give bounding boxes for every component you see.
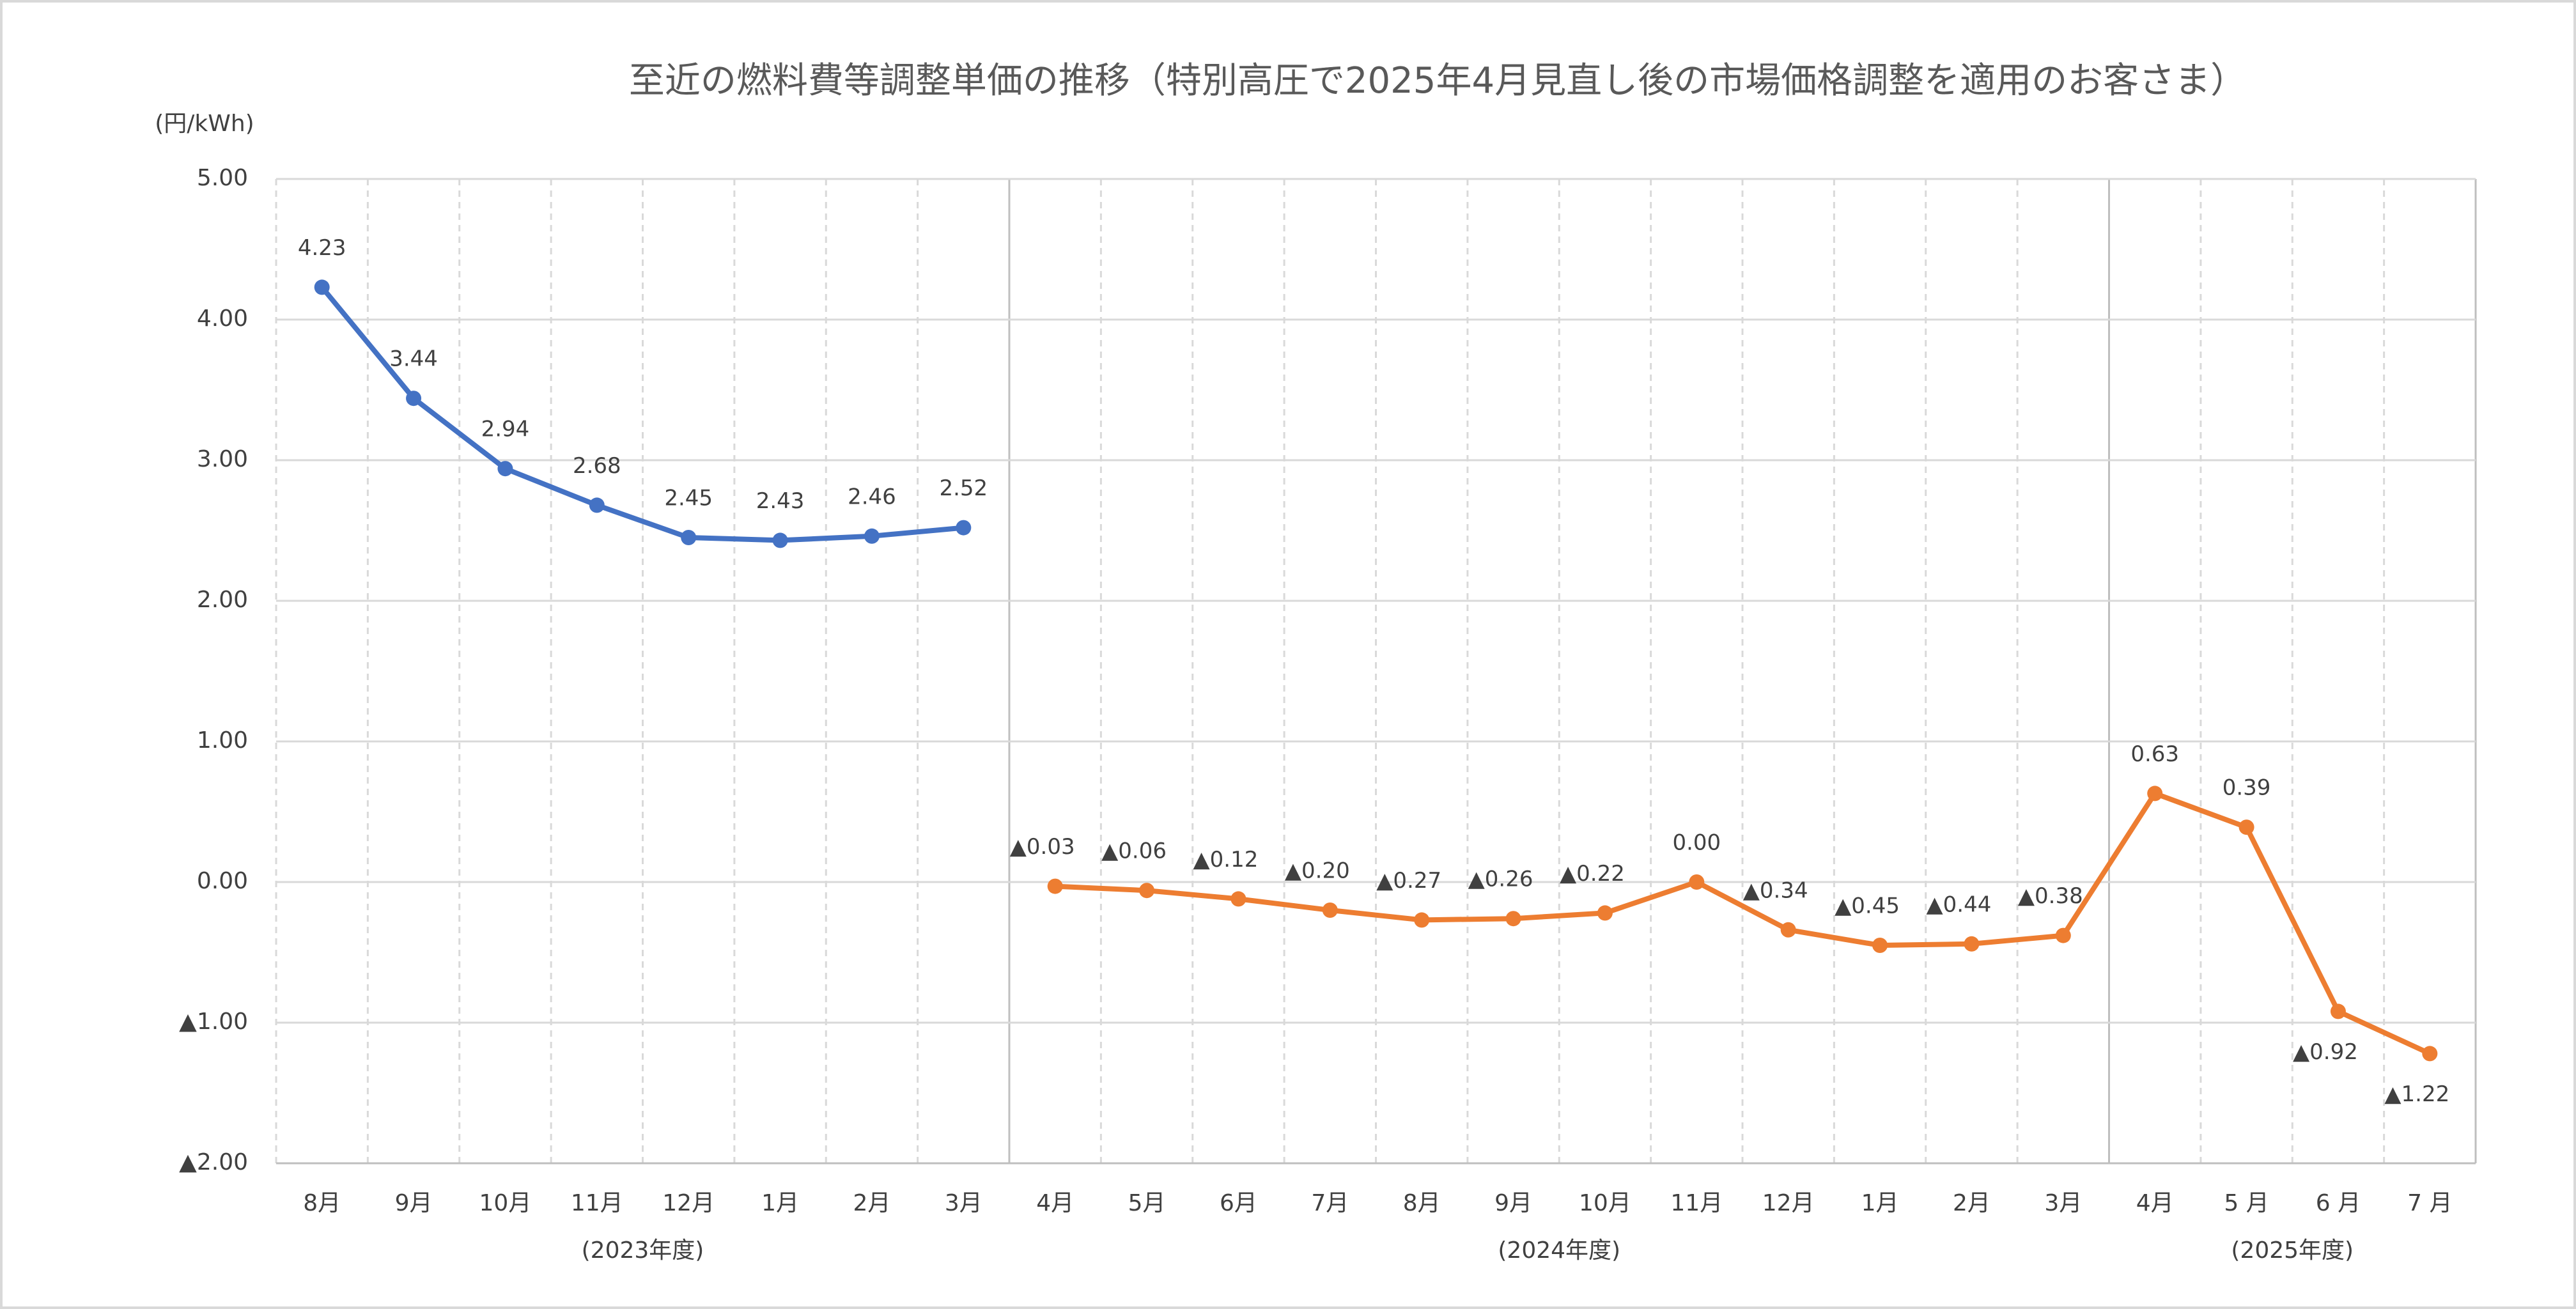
point	[2238, 819, 2254, 835]
data-label: ▲0.03	[1010, 834, 1075, 860]
data-label: 0.39	[2223, 775, 2271, 801]
data-label: ▲0.22	[1560, 861, 1625, 887]
data-label: ▲1.22	[2384, 1081, 2449, 1107]
y-tick-label: 0.00	[197, 868, 248, 894]
x-tick-label: 11月	[571, 1190, 623, 1216]
data-label: ▲0.45	[1835, 894, 1900, 919]
x-tick-label: 3月	[2044, 1190, 2082, 1216]
point	[1780, 922, 1796, 938]
x-tick-label: 9月	[1494, 1190, 1532, 1216]
y-tick-label: 3.00	[197, 446, 248, 472]
data-label: 2.45	[664, 486, 713, 511]
x-tick-label: 7 月	[2407, 1190, 2452, 1216]
x-tick-label: 2月	[853, 1190, 890, 1216]
x-tick-label: 11月	[1670, 1190, 1723, 1216]
point	[1964, 936, 1980, 952]
data-label: 2.94	[481, 417, 530, 442]
x-tick-label: 8月	[1403, 1190, 1441, 1216]
data-label: 2.43	[756, 488, 805, 514]
data-label: ▲0.34	[1743, 878, 1808, 903]
x-tick-label: 1月	[1861, 1190, 1899, 1216]
data-label: 2.68	[573, 453, 621, 479]
x-tick-label: 6月	[1220, 1190, 1257, 1216]
point	[2147, 786, 2163, 802]
x-tick-label: 9月	[395, 1190, 433, 1216]
series-line	[320, 285, 964, 543]
point	[2055, 927, 2071, 943]
data-label: 0.00	[1672, 830, 1721, 856]
data-label: ▲0.12	[1193, 847, 1259, 872]
point	[681, 530, 697, 545]
x-tick-label: 2月	[1953, 1190, 1990, 1216]
point	[1322, 902, 1338, 918]
point	[1597, 905, 1613, 921]
data-label: 0.63	[2130, 741, 2179, 767]
point	[1230, 891, 1246, 907]
x-tick-label: 6 月	[2316, 1190, 2361, 1216]
point	[1505, 911, 1521, 927]
point	[956, 520, 972, 536]
x-tick-label: 4月	[2136, 1190, 2174, 1216]
y-tick-label: 5.00	[197, 165, 248, 191]
x-tick-label: 5 月	[2224, 1190, 2269, 1216]
group-label: (2023年度)	[582, 1237, 704, 1264]
data-label: 2.52	[939, 476, 988, 501]
point	[1414, 912, 1430, 928]
group-label: (2025年度)	[2231, 1237, 2354, 1264]
x-tick-label: 5月	[1128, 1190, 1166, 1216]
point	[2330, 1003, 2346, 1019]
point	[497, 461, 513, 477]
x-tick-label: 10月	[1579, 1190, 1631, 1216]
point	[406, 391, 422, 407]
data-label: 3.44	[389, 346, 438, 372]
point	[2422, 1046, 2438, 1062]
point	[772, 532, 788, 548]
x-tick-label: 3月	[945, 1190, 982, 1216]
y-unit: (円/kWh)	[155, 111, 254, 137]
chart-title: 至近の燃料費等調整単価の推移（特別高圧で2025年4月見直し後の市場価格調整を適…	[629, 60, 2246, 102]
y-tick-label: 1.00	[197, 727, 248, 754]
group-label: (2024年度)	[1498, 1237, 1620, 1264]
data-label: 4.23	[298, 235, 346, 261]
point	[314, 279, 330, 295]
data-label: ▲0.38	[2018, 883, 2083, 909]
y-tick-label: 2.00	[197, 587, 248, 613]
y-tick-label: ▲1.00	[179, 1009, 248, 1035]
x-tick-label: 12月	[662, 1190, 715, 1216]
data-label: ▲0.26	[1468, 867, 1533, 892]
x-tick-label: 1月	[761, 1190, 799, 1216]
point	[1047, 878, 1063, 894]
point	[1139, 883, 1155, 899]
y-tick-label: 4.00	[197, 306, 248, 332]
x-tick-label: 4月	[1036, 1190, 1074, 1216]
x-tick-label: 7月	[1311, 1190, 1349, 1216]
data-label: ▲0.27	[1376, 868, 1441, 894]
point	[1689, 874, 1705, 890]
y-tick-label: ▲2.00	[179, 1149, 248, 1175]
data-label: 2.46	[848, 484, 896, 509]
x-tick-label: 10月	[479, 1190, 532, 1216]
series-line	[1055, 791, 2431, 1057]
x-tick-label: 8月	[303, 1190, 341, 1216]
point	[589, 497, 605, 513]
point	[864, 528, 880, 544]
data-label: ▲0.20	[1285, 858, 1350, 884]
data-label: ▲0.06	[1101, 839, 1167, 864]
point	[1872, 938, 1888, 953]
x-tick-label: 12月	[1762, 1190, 1815, 1216]
data-label: ▲0.92	[2293, 1039, 2358, 1065]
data-label: ▲0.44	[1927, 892, 1992, 917]
